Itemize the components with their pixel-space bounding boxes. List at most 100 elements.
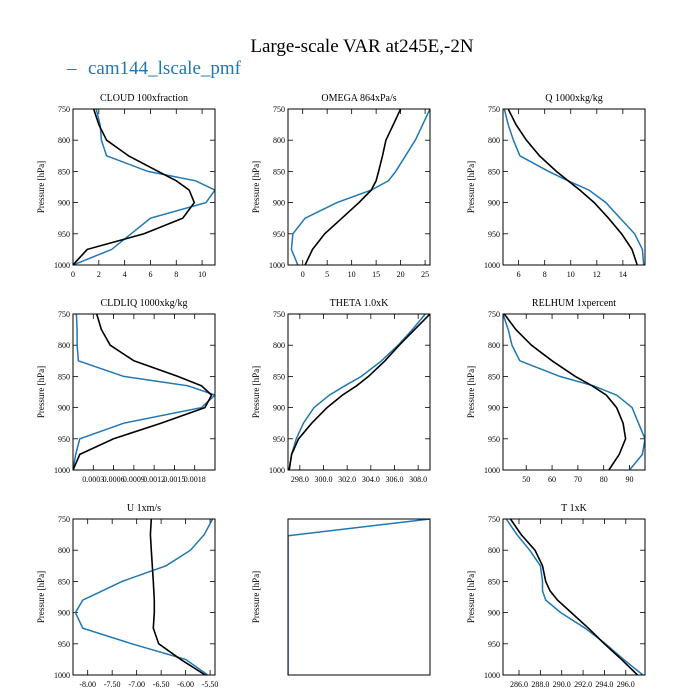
x-tick-label: 0 — [301, 270, 305, 279]
y-tick-label: 750 — [58, 105, 70, 114]
x-tick-label: 20 — [397, 270, 405, 279]
panel-title: OMEGA 864xPa/s — [321, 93, 396, 104]
y-tick-label: 950 — [58, 230, 70, 239]
y-tick-label: 1000 — [54, 261, 70, 270]
legend: – cam144_lscale_pmf — [66, 58, 242, 79]
panel-title: U 1xm/s — [127, 503, 161, 514]
x-tick-label: 10 — [567, 270, 575, 279]
x-tick-label: 298.0 — [291, 475, 309, 484]
y-tick-label: 850 — [58, 577, 70, 586]
panel-1: OMEGA 864xPa/s Pressure [hPa] 750 800 850 900… — [251, 93, 431, 279]
x-tick-label: 5 — [325, 270, 329, 279]
y-axis-label: Pressure [hPa] — [251, 571, 261, 623]
y-tick-label: 800 — [58, 546, 70, 555]
y-axis-label: Pressure [hPa] — [251, 161, 261, 213]
model-profile-line — [290, 109, 430, 265]
x-tick-label: 6 — [517, 270, 521, 279]
y-axis-label: Pressure [hPa] — [36, 366, 46, 418]
y-tick-label: 950 — [58, 435, 70, 444]
y-tick-label: 950 — [273, 435, 285, 444]
panel-title: CLOUD 100xfraction — [100, 93, 188, 104]
x-tick-label: 2 — [97, 270, 101, 279]
model-profile-line — [74, 519, 214, 675]
obs-profile-line — [149, 519, 206, 675]
plot-frame — [72, 518, 216, 676]
x-tick-label: 0.0015 — [163, 475, 185, 484]
x-tick-label: 292.0 — [574, 680, 592, 689]
plot-frame — [72, 108, 216, 266]
x-tick-label: 308.0 — [409, 475, 427, 484]
x-tick-label: 0 — [71, 270, 75, 279]
x-tick-label: -7.50 — [104, 680, 121, 689]
y-tick-label: 750 — [58, 310, 70, 319]
y-axis-label: Pressure [hPa] — [251, 366, 261, 418]
x-tick-label: 60 — [548, 475, 556, 484]
x-tick-label: 14 — [619, 270, 627, 279]
panel-0: CLOUD 100xfraction Pressure [hPa] 750 800 85… — [36, 93, 216, 279]
y-tick-label: 1000 — [484, 671, 500, 680]
x-tick-label: 286.0 — [510, 680, 528, 689]
x-tick-label: 80 — [600, 475, 608, 484]
y-axis-label: Pressure [hPa] — [36, 161, 46, 213]
x-tick-label: 296.0 — [617, 680, 635, 689]
x-tick-label: 0.0009 — [123, 475, 145, 484]
obs-profile-line — [73, 109, 196, 265]
y-tick-label: 900 — [273, 404, 285, 413]
y-tick-label: 750 — [273, 310, 285, 319]
x-tick-label: -6.00 — [177, 680, 194, 689]
x-tick-label: 290.0 — [553, 680, 571, 689]
x-tick-label: -5.50 — [202, 680, 219, 689]
y-tick-label: 750 — [488, 310, 500, 319]
panel-title: Q 1000xkg/kg — [545, 93, 603, 104]
y-tick-label: 900 — [488, 609, 500, 618]
figure-title: Large-scale VAR at245E,-2N — [250, 36, 473, 57]
x-tick-label: 302.0 — [338, 475, 356, 484]
model-profile-line — [288, 519, 430, 675]
y-tick-label: 900 — [58, 609, 70, 618]
x-tick-label: 90 — [626, 475, 634, 484]
y-tick-label: 950 — [58, 640, 70, 649]
panel-title: RELHUM 1xpercent — [532, 298, 616, 309]
model-profile-line — [73, 109, 215, 265]
panel-8: T 1xK Pressure [hPa] 750 800 850 900 950 1000 28… — [466, 503, 646, 689]
y-tick-label: 850 — [273, 372, 285, 381]
y-axis-label: Pressure [hPa] — [36, 571, 46, 623]
y-tick-label: 1000 — [269, 261, 285, 270]
y-tick-label: 850 — [58, 372, 70, 381]
x-tick-label: -7.00 — [128, 680, 145, 689]
model-profile-line — [73, 314, 215, 470]
y-tick-label: 800 — [58, 136, 70, 145]
y-tick-label: 950 — [273, 230, 285, 239]
y-tick-label: 1000 — [484, 261, 500, 270]
x-tick-label: 8 — [174, 270, 178, 279]
x-tick-label: 15 — [372, 270, 380, 279]
x-tick-label: 25 — [421, 270, 429, 279]
panel-4: THETA 1.0xK Pressure [hPa] 750 800 850 900 950… — [251, 298, 431, 484]
x-tick-label: -6.50 — [153, 680, 170, 689]
plot-frame — [287, 108, 431, 266]
model-profile-line — [505, 519, 644, 675]
x-tick-label: 304.0 — [362, 475, 380, 484]
model-profile-line — [288, 314, 426, 470]
panel-2: Q 1000xkg/kg Pressure [hPa] 750 800 850 900 95… — [466, 93, 646, 279]
panel-title: T 1xK — [561, 503, 587, 514]
x-tick-label: 294.0 — [595, 680, 613, 689]
x-tick-label: 300.0 — [315, 475, 333, 484]
y-axis-label: Pressure [hPa] — [466, 366, 476, 418]
y-tick-label: 1000 — [484, 466, 500, 475]
y-tick-label: 900 — [273, 199, 285, 208]
y-tick-label: 750 — [488, 105, 500, 114]
y-tick-label: 750 — [488, 515, 500, 524]
plot-frame — [502, 108, 646, 266]
y-tick-label: 800 — [273, 341, 285, 350]
plot-frame — [502, 518, 646, 676]
y-tick-label: 850 — [273, 167, 285, 176]
y-tick-label: 750 — [58, 515, 70, 524]
panel-6: U 1xm/s Pressure [hPa] 750 800 850 900 950 1000… — [36, 503, 218, 689]
y-tick-label: 850 — [488, 167, 500, 176]
y-tick-label: 900 — [58, 199, 70, 208]
y-tick-label: 950 — [488, 230, 500, 239]
obs-profile-line — [509, 519, 639, 675]
obs-profile-line — [503, 314, 627, 470]
x-tick-label: 0.0003 — [82, 475, 104, 484]
